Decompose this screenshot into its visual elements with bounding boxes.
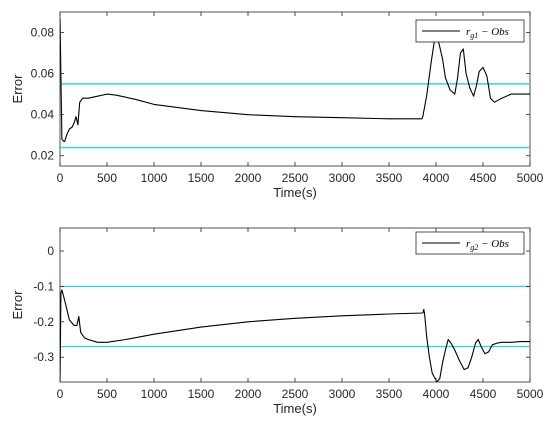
x-tick-label: 500 [97,171,117,185]
legend: rg1 − Obs [415,19,525,43]
x-tick-label: 5000 [517,387,544,401]
y-tick-label: 0.06 [31,67,55,81]
x-tick-label: 3000 [329,387,356,401]
x-tick-label: 4500 [470,387,497,401]
x-tick-label: 2000 [235,171,262,185]
x-tick-label: 1000 [141,387,168,401]
legend-label: rg2 − Obs [466,238,509,252]
x-tick-label: 0 [57,387,64,401]
y-axis-label: Error [10,290,25,320]
y-tick-label: 0.02 [31,149,55,163]
legend: rg2 − Obs [415,231,525,255]
legend-box [415,231,525,255]
x-tick-label: 1000 [141,171,168,185]
x-tick-label: 4000 [423,387,450,401]
legend-box [415,19,525,43]
x-tick-label: 5000 [517,171,544,185]
x-tick-label: 4000 [423,171,450,185]
y-tick-label: 0.08 [31,26,55,40]
x-axis-label: Time(s) [273,401,317,416]
x-axis-label: Time(s) [273,185,317,200]
y-tick-label: 0.04 [31,108,55,122]
x-tick-label: 2500 [282,171,309,185]
x-tick-label: 1500 [188,387,215,401]
x-tick-label: 3500 [376,387,403,401]
y-axis-label: Error [10,74,25,104]
x-tick-label: 500 [97,387,117,401]
y-tick-label: 0 [47,244,54,258]
x-tick-label: 3500 [376,171,403,185]
top-error-chart: 0 500 1000 1500 2000 2500 3000 3500 4000 4500 5000… [10,11,544,200]
x-tick-label: 1500 [188,171,215,185]
error-series-line [60,18,530,142]
bottom-error-chart: 0 500 1000 1500 2000 2500 3000 3500 4000 4500 5000… [10,227,544,416]
x-tick-label: 4500 [470,171,497,185]
x-tick-label: 2500 [282,387,309,401]
legend-label: rg1 − Obs [466,26,509,40]
y-tick-label: -0.1 [33,279,54,293]
x-tick-label: 3000 [329,171,356,185]
x-tick-label: 2000 [235,387,262,401]
error-series-line [60,289,530,382]
x-tick-label: 0 [57,171,64,185]
y-tick-label: -0.2 [33,315,54,329]
y-tick-label: -0.3 [33,350,54,364]
